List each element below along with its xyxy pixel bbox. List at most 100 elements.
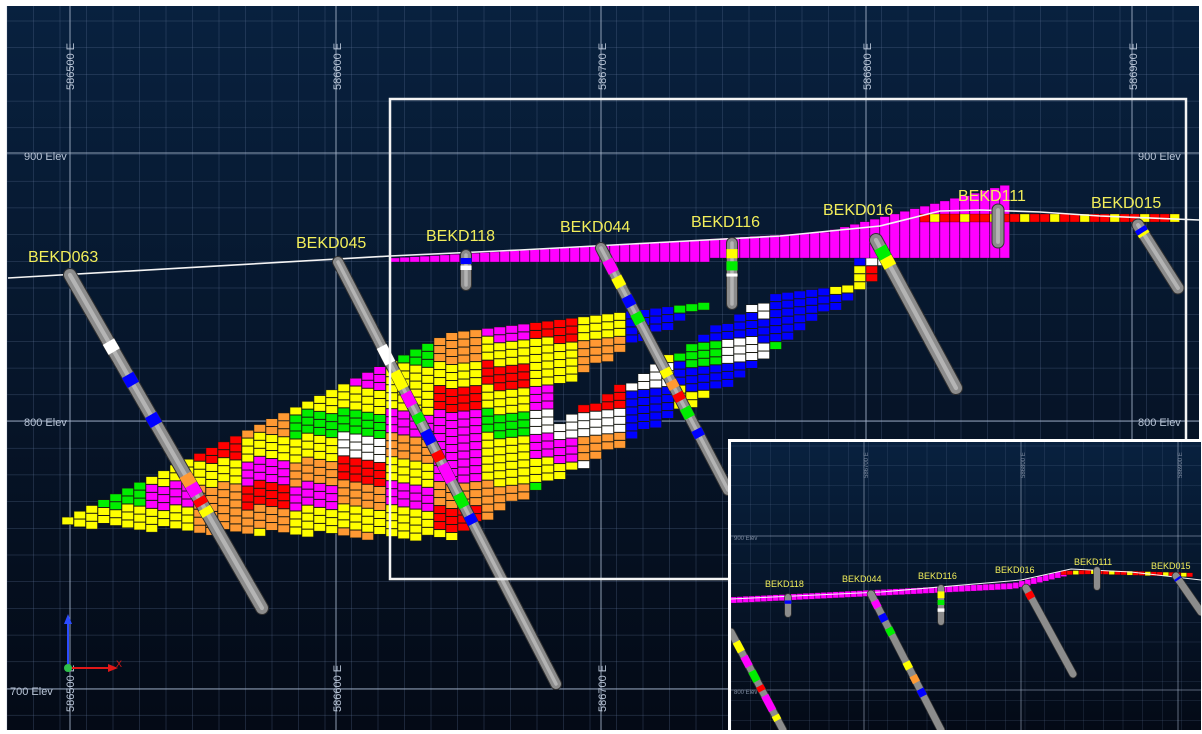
block-cell <box>289 414 302 423</box>
block-cell <box>229 491 242 500</box>
drillhole-assay-interval <box>453 491 470 510</box>
block-cell <box>541 328 554 337</box>
block-cell <box>337 495 350 504</box>
block-cell-cap <box>539 248 550 263</box>
block-cell <box>421 471 434 480</box>
block-cell <box>349 442 362 451</box>
easting-label-586500: 586500 E <box>65 43 77 90</box>
block-cell <box>505 381 518 390</box>
drillhole-bekd045[interactable] <box>332 256 562 690</box>
block-cell <box>277 524 290 533</box>
block-cell <box>445 452 458 461</box>
block-cell <box>661 306 674 315</box>
block-cell <box>325 501 338 510</box>
block-cell <box>397 410 410 419</box>
block-model-cells <box>61 185 1180 542</box>
block-cell <box>457 443 470 452</box>
block-cell <box>505 493 518 502</box>
block-cell <box>109 493 122 502</box>
block-cell <box>241 510 254 519</box>
block-cell-cap <box>549 248 560 263</box>
block-cell <box>373 382 386 391</box>
block-cell <box>469 417 482 426</box>
block-cell <box>109 509 122 518</box>
block-cell <box>661 394 674 403</box>
drillhole-assay-interval <box>193 494 209 509</box>
inset-block-cell <box>1180 572 1187 577</box>
inset-drillhole-label: BEKD016 <box>995 565 1035 575</box>
block-cell <box>73 511 86 520</box>
easting-labels: 586500 E 586600 E 586700 E 586800 E 5869… <box>65 43 1140 712</box>
drillhole-bekd015[interactable] <box>1131 218 1185 295</box>
block-cell <box>289 478 302 487</box>
block-cell <box>229 475 242 484</box>
block-cell <box>613 424 626 433</box>
block-cell <box>205 455 218 464</box>
block-cell <box>457 339 470 348</box>
block-cell-cap <box>959 195 970 259</box>
drillhole-highlight <box>1136 223 1180 290</box>
block-cell <box>733 313 746 322</box>
block-cell <box>181 515 194 524</box>
block-cell <box>373 470 386 479</box>
block-cell <box>385 416 398 425</box>
elevation-labels: 900 Elev 900 Elev 800 Elev 800 Elev 700 … <box>10 151 1181 698</box>
block-cell <box>697 334 710 343</box>
block-cell <box>253 472 266 481</box>
block-cell-cap <box>699 239 710 263</box>
block-cell <box>469 481 482 490</box>
block-cell <box>817 287 830 296</box>
block-cell <box>241 430 254 439</box>
block-cell <box>253 488 266 497</box>
block-cell <box>241 462 254 471</box>
block-cell <box>685 303 698 312</box>
block-cell <box>469 449 482 458</box>
block-cell <box>613 336 626 345</box>
block-cell <box>457 459 470 468</box>
block-cell <box>421 487 434 496</box>
block-cell <box>217 449 230 458</box>
drillhole-bekd063[interactable] <box>63 268 269 615</box>
block-cell <box>481 416 494 425</box>
block-cell <box>601 337 614 346</box>
block-cell <box>397 466 410 475</box>
inset-drillhole-assay-interval <box>916 687 927 698</box>
inset-view[interactable]: 900 Elev 800 Elev 586700 E 586800 E 5869… <box>728 439 1202 733</box>
block-cell <box>529 338 542 347</box>
block-cell <box>505 445 518 454</box>
block-cell <box>553 359 566 368</box>
block-cell <box>289 470 302 479</box>
block-cell <box>745 304 758 313</box>
block-cell <box>565 446 578 455</box>
block-cell <box>457 427 470 436</box>
inset-block-cell <box>1042 574 1049 582</box>
block-cell <box>625 430 638 439</box>
block-cell <box>289 494 302 503</box>
block-cell <box>421 375 434 384</box>
easting-label-586800: 586800 E <box>862 43 874 90</box>
block-cell <box>385 400 398 409</box>
inset-block-cell <box>1114 570 1121 575</box>
block-cell <box>445 404 458 413</box>
axis-z-arrow <box>64 614 72 624</box>
inset-block-cell <box>838 591 845 598</box>
block-cell <box>529 434 542 443</box>
drillhole-bekd016[interactable] <box>869 233 963 395</box>
elevation-label-900-right: 900 Elev <box>1138 151 1181 163</box>
block-cell <box>349 498 362 507</box>
block-cell <box>337 399 350 408</box>
block-cell <box>229 467 242 476</box>
block-cell <box>313 435 326 444</box>
block-cell <box>337 391 350 400</box>
inset-block-cell <box>790 593 797 601</box>
drillhole-bekd044[interactable] <box>595 242 734 496</box>
block-cell <box>433 353 446 362</box>
block-cell <box>769 341 782 350</box>
block-cell <box>337 407 350 416</box>
block-cell <box>829 286 842 295</box>
block-cell <box>325 461 338 470</box>
block-cell <box>397 482 410 491</box>
block-cell <box>481 464 494 473</box>
block-cell <box>397 506 410 515</box>
